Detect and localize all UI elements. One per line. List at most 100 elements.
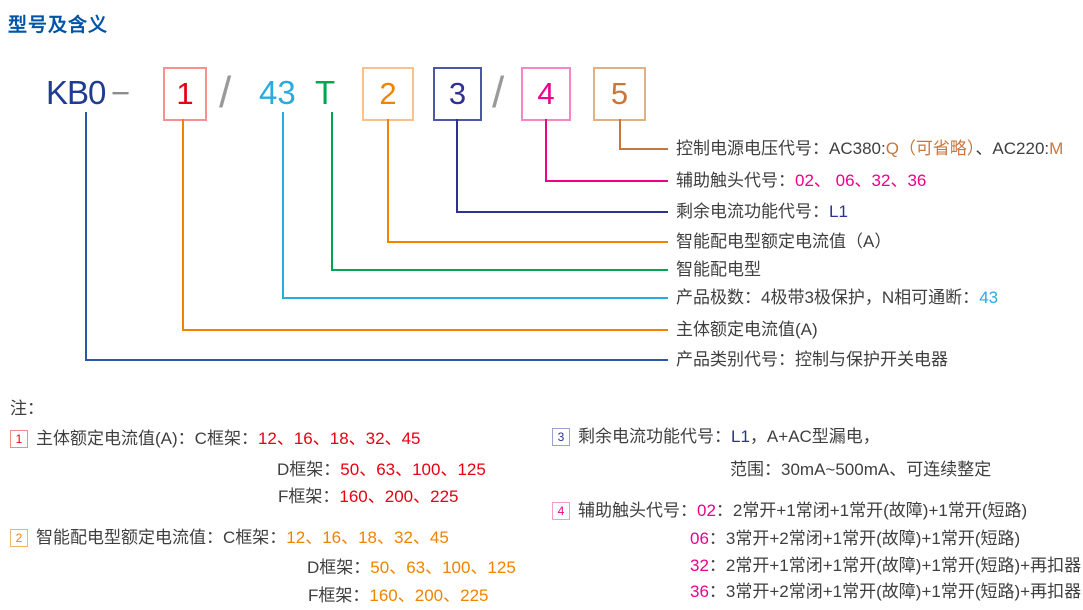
- note-ref-box-4: 4: [552, 502, 570, 520]
- note-values: 06: [690, 529, 709, 548]
- notes-label: 注：: [10, 399, 44, 418]
- callout-value: Q（可省略）: [885, 139, 976, 158]
- note-2-line-2: D框架：50、63、100、125: [307, 557, 516, 579]
- note-values: 32: [690, 556, 709, 575]
- callout-aux-contact: 辅助触头代号：02、 06、32、36: [676, 170, 926, 192]
- callout-value: 43: [979, 288, 999, 307]
- field-code-4: 4: [537, 76, 555, 111]
- connector-smart-current-hline: [387, 241, 668, 243]
- note-values: 160、200、225: [339, 487, 459, 506]
- callout-residual-current: 剩余电流功能代号：L1: [676, 201, 848, 223]
- note-1-line-2: D框架：50、63、100、125: [277, 459, 486, 481]
- note-ref-box-1: 1: [10, 430, 28, 448]
- note-text: 主体额定电流值(A)：C框架：: [36, 429, 258, 448]
- note-text: ：3常开+2常闭+1常开(故障)+1常开(短路): [708, 529, 1021, 548]
- note-3-line-1: 剩余电流功能代号：L1，A+AC型漏电，: [578, 426, 880, 448]
- callout-smart-current: 智能配电型额定电流值（A）: [676, 231, 891, 253]
- model-field-box-5: 5: [593, 67, 646, 121]
- model-field-box-3: 3: [433, 67, 482, 121]
- callout-poles: 产品极数：4极带3极保护，N相可通断：43: [676, 287, 998, 309]
- note-values: 12、16、18、32、45: [286, 528, 449, 547]
- page-title: 型号及含义: [8, 15, 109, 36]
- callout-value: M: [1049, 139, 1064, 158]
- connector-smart-type-hline: [331, 269, 668, 271]
- callout-text: 智能配电型额定电流值（A）: [676, 232, 892, 251]
- callout-text: 剩余电流功能代号：: [676, 202, 829, 221]
- note-text: 剩余电流功能代号：: [578, 427, 731, 446]
- field-code-1: 1: [176, 76, 194, 111]
- note-values: 160、200、225: [369, 586, 489, 605]
- note-values: 02: [697, 501, 716, 520]
- note-text: D框架：: [307, 558, 371, 577]
- note-text: F框架：: [308, 586, 370, 605]
- callout-main-current: 主体额定电流值(A): [676, 319, 818, 341]
- note-3-line-2: 范围：30mA~500mA、可连续整定: [730, 459, 991, 481]
- callout-category: 产品类别代号：控制与保护开关电器: [676, 349, 948, 371]
- note-1-line-1: 主体额定电流值(A)：C框架：12、16、18、32、45: [36, 428, 420, 450]
- note-text: 范围：30mA~500mA、可连续整定: [730, 460, 992, 479]
- note-2-line-3: F框架：160、200、225: [308, 585, 488, 607]
- model-field-box-4: 4: [521, 67, 571, 121]
- note-text: ，A+AC型漏电，: [749, 427, 880, 446]
- connector-aux-contact-vline: [545, 119, 547, 182]
- note-values: 12、16、18、32、45: [257, 429, 421, 448]
- model-field-box-2: 2: [362, 67, 414, 121]
- note-4-line-1: 辅助触头代号：02：2常开+1常闭+1常开(故障)+1常开(短路): [578, 500, 1027, 522]
- connector-residual-hline: [456, 211, 668, 213]
- connector-main-current-hline: [182, 329, 668, 331]
- note-ref-number: 4: [557, 504, 565, 518]
- connector-aux-contact-hline: [545, 180, 668, 182]
- model-dash: −: [111, 74, 131, 111]
- note-text: F框架：: [278, 487, 340, 506]
- connector-voltage-vline: [619, 119, 621, 150]
- model-type-code: T: [315, 74, 336, 111]
- model-slash-2: /: [492, 68, 505, 117]
- note-values: 36: [690, 582, 709, 601]
- callout-text: 产品类别代号：控制与保护开关电器: [676, 350, 948, 369]
- callout-text: 主体额定电流值(A): [676, 320, 818, 339]
- connector-residual-vline: [456, 119, 458, 213]
- note-text: 智能配电型额定电流值：C框架：: [36, 528, 287, 547]
- note-4-line-3: 32：2常开+1常闭+1常开(故障)+1常开(短路)+再扣器: [690, 555, 1081, 577]
- note-ref-number: 2: [15, 531, 23, 545]
- callout-value: L1: [829, 202, 848, 221]
- connector-poles-vline: [282, 112, 284, 299]
- connector-category-hline: [85, 359, 668, 361]
- field-code-2: 2: [379, 76, 397, 111]
- callout-smart-type: 智能配电型: [676, 259, 761, 281]
- note-4-line-2: 06：3常开+2常闭+1常开(故障)+1常开(短路): [690, 528, 1020, 550]
- callout-text: 、AC220:: [975, 139, 1050, 158]
- connector-voltage-hline: [619, 148, 668, 150]
- connector-smart-current-vline: [387, 119, 389, 243]
- note-text: ：2常开+1常闭+1常开(故障)+1常开(短路): [715, 501, 1028, 520]
- note-2-line-1: 智能配电型额定电流值：C框架：12、16、18、32、45: [36, 527, 449, 549]
- note-4-line-4: 36：3常开+2常闭+1常开(故障)+1常开(短路)+再扣器: [690, 581, 1081, 603]
- note-text: 辅助触头代号：: [578, 501, 697, 520]
- note-ref-number: 1: [15, 432, 23, 446]
- note-text: ：3常开+2常闭+1常开(故障)+1常开(短路)+再扣器: [708, 582, 1082, 601]
- model-pole-code: 43: [259, 74, 296, 111]
- note-text: D框架：: [277, 460, 341, 479]
- note-1-line-3: F框架：160、200、225: [278, 486, 458, 508]
- note-values: 50、63、100、125: [340, 460, 486, 479]
- note-text: ：2常开+1常闭+1常开(故障)+1常开(短路)+再扣器: [708, 556, 1082, 575]
- connector-smart-type-vline: [331, 112, 333, 271]
- model-prefix: KB0: [46, 74, 106, 111]
- note-ref-number: 3: [557, 430, 565, 444]
- model-field-box-1: 1: [163, 67, 207, 121]
- note-values: 50、63、100、125: [370, 558, 516, 577]
- field-code-3: 3: [448, 76, 467, 111]
- note-values: L1: [731, 427, 750, 446]
- callout-text: 控制电源电压代号：AC380:: [676, 139, 886, 158]
- callout-value: 02、 06、32、36: [795, 171, 927, 190]
- connector-category-vline: [85, 112, 87, 361]
- callout-text: 辅助触头代号：: [676, 171, 795, 190]
- note-ref-box-2: 2: [10, 529, 28, 547]
- callout-text: 智能配电型: [676, 260, 761, 279]
- model-slash-1: /: [219, 68, 232, 117]
- connector-main-current-vline: [182, 119, 184, 331]
- callout-text: 产品极数：4极带3极保护，N相可通断：: [676, 288, 980, 307]
- field-code-5: 5: [610, 76, 629, 111]
- connector-poles-hline: [282, 297, 668, 299]
